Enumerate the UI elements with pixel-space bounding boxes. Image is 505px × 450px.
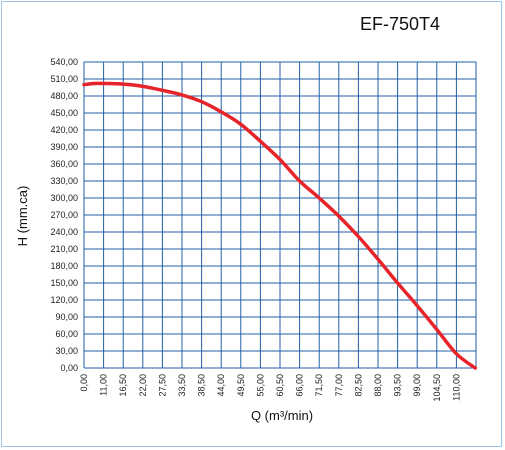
y-tick-label: 180,00 xyxy=(50,261,78,271)
x-tick-label: 88,00 xyxy=(373,374,383,397)
y-axis-label: H (mm.ca) xyxy=(15,186,30,247)
x-tick-label: 11,00 xyxy=(99,374,109,396)
series-lines xyxy=(82,81,478,370)
series-line xyxy=(82,81,478,370)
x-tick-label: 0,00 xyxy=(79,374,89,392)
x-tick-label: 22,00 xyxy=(138,374,148,397)
y-tick-label: 540,00 xyxy=(50,57,78,67)
x-axis-label: Q (m³/min) xyxy=(251,408,313,423)
x-tick-label: 110,00 xyxy=(451,374,461,401)
x-tick-label: 27,50 xyxy=(157,374,167,397)
x-tick-label: 16,50 xyxy=(118,374,128,397)
x-tick-label: 38,50 xyxy=(197,374,207,397)
y-tick-label: 30,00 xyxy=(55,346,78,356)
x-tick-label: 104,50 xyxy=(432,374,442,402)
x-tick-label: 44,00 xyxy=(216,374,226,397)
x-tick-label: 33,50 xyxy=(177,374,187,397)
grid xyxy=(83,61,477,369)
y-tick-label: 120,00 xyxy=(50,295,78,305)
x-tick-labels: 0,00 11,00 16,50 22,00 27,50 33,50 38,50 44,00 4… xyxy=(79,374,461,402)
y-tick-labels: 0,00 30,00 60,00 90,00 120,00 150,00 180,00 210… xyxy=(50,57,78,373)
y-tick-label: 450,00 xyxy=(50,108,78,118)
y-tick-label: 210,00 xyxy=(50,244,78,254)
y-tick-label: 60,00 xyxy=(55,329,78,339)
y-tick-label: 300,00 xyxy=(50,193,78,203)
x-tick-label: 66,00 xyxy=(295,374,305,397)
y-tick-label: 480,00 xyxy=(50,91,78,101)
y-tick-label: 390,00 xyxy=(50,142,78,152)
y-tick-label: 150,00 xyxy=(50,278,78,288)
x-tick-label: 77,00 xyxy=(334,374,344,397)
y-tick-label: 0,00 xyxy=(60,363,78,373)
x-tick-label: 93,50 xyxy=(393,374,403,397)
x-tick-label: 71,50 xyxy=(314,374,324,397)
y-tick-label: 510,00 xyxy=(50,74,78,84)
y-tick-label: 90,00 xyxy=(55,312,78,322)
y-tick-label: 270,00 xyxy=(50,210,78,220)
x-tick-label: 60,50 xyxy=(275,374,285,397)
y-tick-label: 330,00 xyxy=(50,176,78,186)
x-tick-label: 55,00 xyxy=(255,374,265,397)
x-tick-label: 49,50 xyxy=(236,374,246,397)
y-tick-label: 420,00 xyxy=(50,125,78,135)
x-tick-label: 82,50 xyxy=(353,374,363,397)
chart-title: EF-750T4 xyxy=(360,14,440,34)
y-tick-label: 360,00 xyxy=(50,159,78,169)
y-tick-label: 240,00 xyxy=(50,227,78,237)
x-tick-label: 99,00 xyxy=(412,374,422,397)
